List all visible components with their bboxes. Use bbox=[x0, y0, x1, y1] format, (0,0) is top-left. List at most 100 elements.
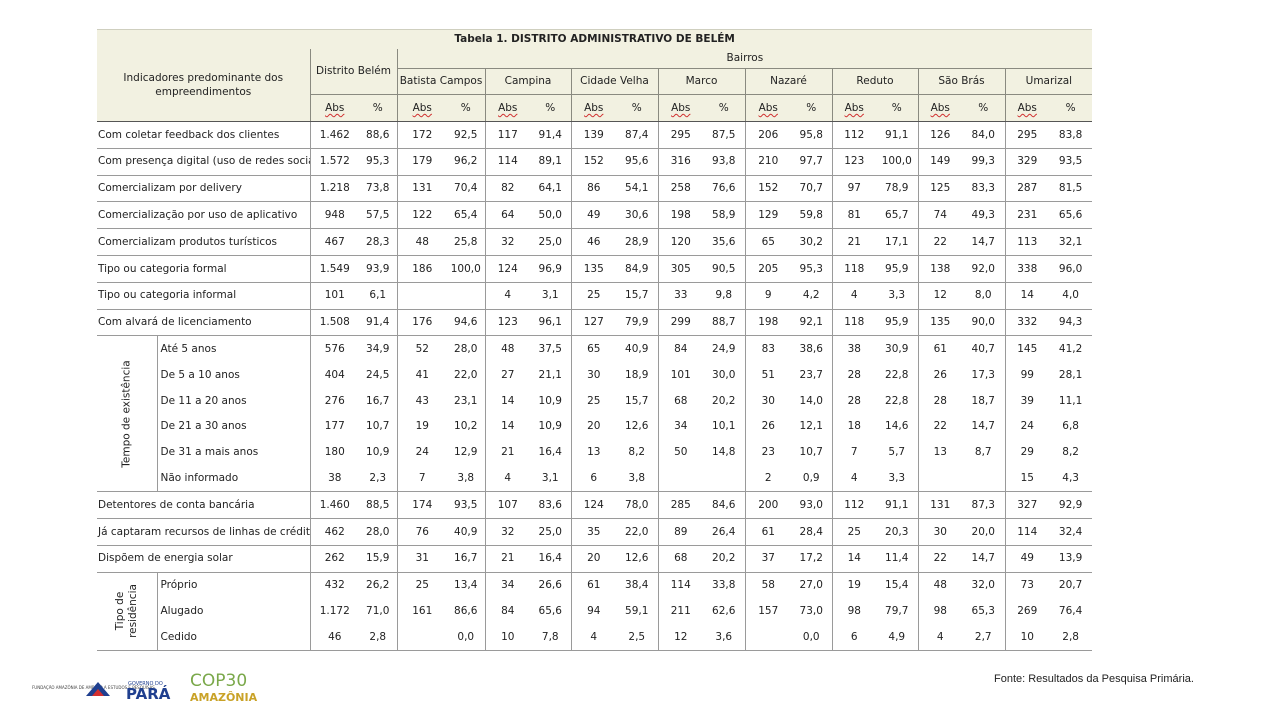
pct-value: 11,4 bbox=[876, 545, 918, 573]
abs-value: 269 bbox=[1004, 598, 1049, 625]
cop30-text: COP30 bbox=[190, 671, 247, 691]
pct-value: 70,4 bbox=[447, 175, 485, 203]
pct-value: 92,9 bbox=[1049, 491, 1093, 519]
group-label-cell: Tipo de residência bbox=[97, 572, 157, 651]
table-row: Comercializam produtos turísticos 467 28,3… bbox=[97, 228, 1093, 256]
abs-value: 34 bbox=[484, 572, 530, 599]
abs-value: 327 bbox=[1004, 491, 1049, 519]
abs-value: 1.218 bbox=[309, 175, 359, 203]
abs-value: 32 bbox=[484, 228, 530, 256]
pct-value: 91,1 bbox=[876, 491, 918, 519]
pct-value: 12,6 bbox=[625, 420, 649, 433]
abs-value: 161 bbox=[396, 598, 447, 625]
pct-value: 3,1 bbox=[530, 465, 571, 493]
abs-value: 118 bbox=[831, 309, 876, 337]
residencia-label-line1: Tipo de bbox=[113, 591, 126, 631]
abs-value: 49 bbox=[1004, 545, 1049, 573]
pct-value: 15,9 bbox=[359, 545, 397, 573]
pct-value: 95,3 bbox=[791, 255, 832, 283]
pct-value: 73,0 bbox=[799, 604, 823, 617]
pct-value: 96,9 bbox=[530, 255, 571, 283]
abs-value: 28 bbox=[917, 387, 962, 414]
abs-value: 97 bbox=[831, 175, 876, 203]
pct-value: 22,8 bbox=[885, 394, 909, 407]
pct-value: 24,9 bbox=[712, 343, 736, 356]
abs-value: 576 bbox=[309, 335, 359, 363]
pct-value: 25,0 bbox=[530, 518, 571, 546]
pct-value: 35,6 bbox=[703, 228, 745, 256]
para-star-icon bbox=[92, 689, 104, 696]
abs-value: 107 bbox=[484, 491, 530, 519]
abs-value: 7 bbox=[396, 465, 447, 493]
pct-value: 88,7 bbox=[703, 309, 745, 337]
pct-value: 12,9 bbox=[454, 446, 478, 459]
abs-value: 31 bbox=[396, 545, 447, 573]
abs-value: 211 bbox=[657, 598, 703, 625]
sub-row-label: Até 5 anos bbox=[156, 335, 310, 363]
abs-value: 9 bbox=[744, 282, 791, 310]
row-label: Detentores de conta bancária bbox=[97, 491, 310, 519]
pct-value: 14,8 bbox=[712, 446, 736, 459]
pct-value: 84,9 bbox=[616, 255, 658, 283]
abs-value: 89 bbox=[657, 518, 703, 546]
pct-value: 8,2 bbox=[628, 446, 646, 459]
abs-value: 101 bbox=[309, 282, 359, 310]
pct-value: 40,7 bbox=[971, 343, 995, 356]
bairro-header: Cidade Velha bbox=[570, 68, 658, 95]
abs-value: 29 bbox=[1004, 439, 1049, 466]
pct-value: 95,9 bbox=[876, 255, 918, 283]
pct-value: 96,0 bbox=[1049, 255, 1093, 283]
abs-header-cell: Abs bbox=[657, 94, 703, 122]
abs-value: 198 bbox=[657, 201, 703, 230]
abs-value: 122 bbox=[396, 201, 447, 230]
abs-value: 51 bbox=[744, 362, 791, 388]
pct-value: 2,8 bbox=[1049, 624, 1093, 651]
table-row: Com alvará de licenciamento 1.508 91,4 176 9… bbox=[97, 309, 1093, 337]
table-row: Tipo ou categoria informal 101 6,1 4 3,1 25 15… bbox=[97, 282, 1093, 310]
pct-value: 25,0 bbox=[530, 228, 571, 256]
abs-header-cell: Abs bbox=[570, 94, 616, 122]
pct-value: 40,9 bbox=[447, 518, 485, 546]
abs-value: 462 bbox=[309, 518, 359, 546]
pct-value: 14,6 bbox=[885, 420, 909, 433]
pct-value: 3,8 bbox=[616, 465, 658, 493]
abs-value: 186 bbox=[396, 255, 447, 283]
pct-value: 22,8 bbox=[885, 368, 909, 381]
pct-value: 93,5 bbox=[1049, 148, 1093, 176]
pct-value: 15,7 bbox=[616, 282, 658, 310]
pct-value: 95,6 bbox=[616, 148, 658, 176]
abs-value: 404 bbox=[309, 362, 359, 388]
pct-value: 24,5 bbox=[366, 368, 390, 381]
pct-value: 58,9 bbox=[703, 201, 745, 230]
pct-value: 10,9 bbox=[538, 420, 562, 433]
pct-value: 78,9 bbox=[876, 175, 918, 203]
pct-value: 21,1 bbox=[538, 368, 562, 381]
pct-value: 73,8 bbox=[359, 175, 397, 203]
abs-value: 50 bbox=[657, 439, 703, 466]
pct-value: 50,0 bbox=[530, 201, 571, 230]
abs-value: 131 bbox=[917, 491, 962, 519]
abs-value: 125 bbox=[917, 175, 962, 203]
pct-value: 4,9 bbox=[876, 624, 918, 651]
pct-value: 89,1 bbox=[530, 148, 571, 176]
table-row: De 5 a 10 anos 404 24,5 41 22,0 27 21,1 30 18,9 1… bbox=[97, 362, 1092, 388]
abs-value: 46 bbox=[309, 624, 359, 651]
pct-value: 37,5 bbox=[538, 343, 562, 356]
para-text: PARÁ bbox=[126, 684, 171, 703]
pct-value: 18,7 bbox=[971, 394, 995, 407]
pct-value: 0,0 bbox=[791, 624, 832, 651]
pct-value: 86,6 bbox=[454, 604, 478, 617]
pct-value: 95,3 bbox=[359, 148, 397, 176]
pct-column-header: % bbox=[962, 94, 1005, 122]
abs-value: 299 bbox=[657, 309, 703, 337]
abs-value: 145 bbox=[1004, 335, 1049, 363]
pct-value: 16,4 bbox=[530, 545, 571, 573]
pct-value: 26,2 bbox=[366, 579, 390, 592]
pct-value: 18,9 bbox=[625, 368, 649, 381]
pct-value: 88,5 bbox=[359, 491, 397, 519]
pct-value: 93,5 bbox=[447, 491, 485, 519]
table-row: Comercialização por uso de aplicativo 948… bbox=[97, 201, 1093, 230]
pct-value: 14,0 bbox=[799, 394, 823, 407]
abs-value: 126 bbox=[917, 121, 962, 149]
pct-value: 2,7 bbox=[962, 624, 1005, 651]
